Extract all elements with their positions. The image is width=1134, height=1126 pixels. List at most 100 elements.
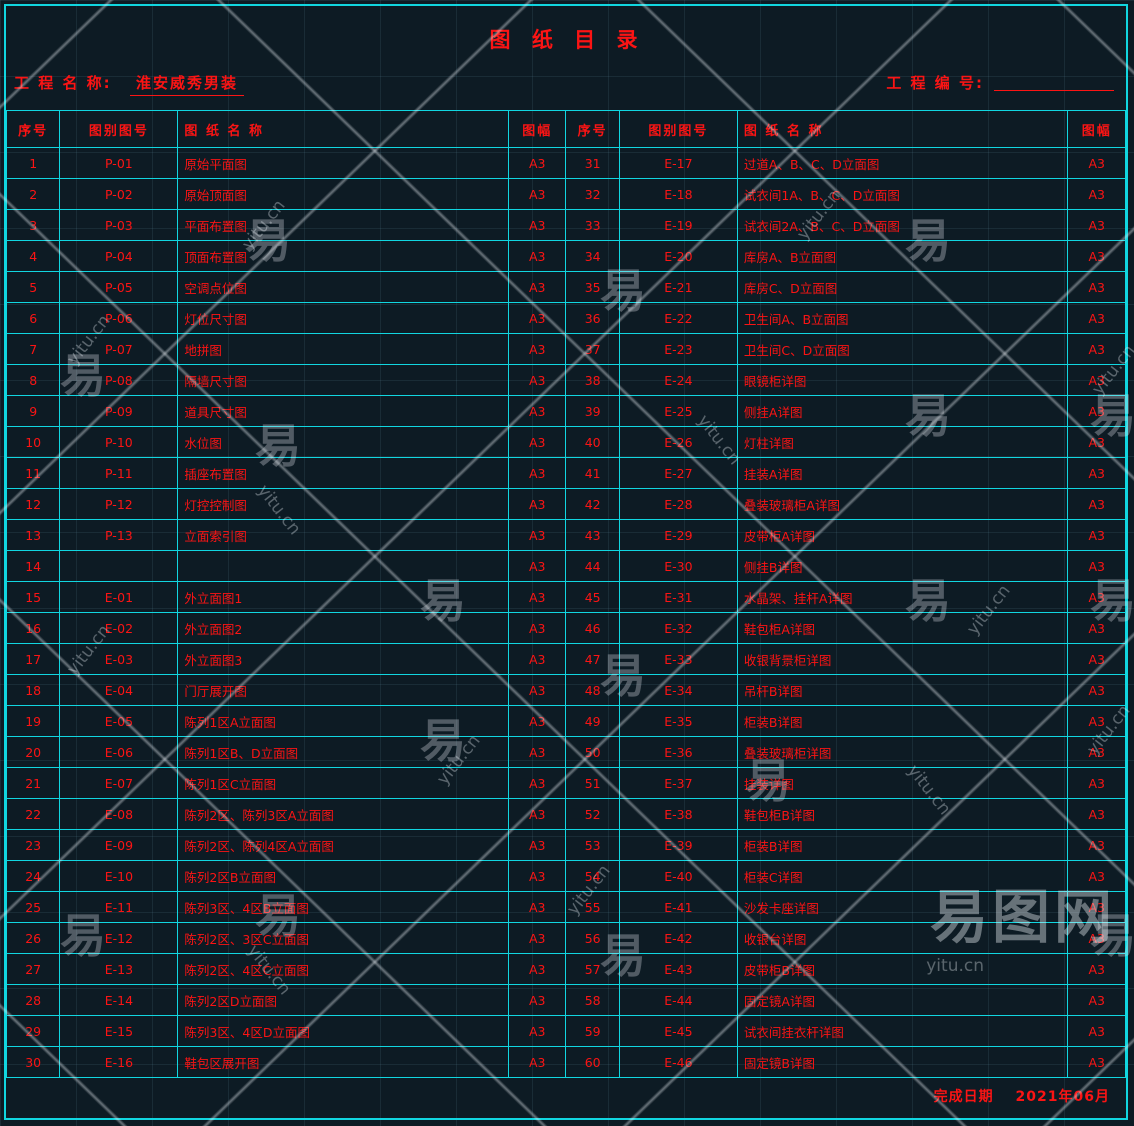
cell-name: 鞋包柜A详图	[736, 612, 1069, 644]
table-row[interactable]: 30 E-16 鞋包区展开图 A3 60 E-46 固定镜B详图 A3	[5, 1046, 1126, 1078]
cell-size: A3	[507, 829, 567, 861]
cell-size: A3	[1067, 705, 1126, 737]
cell-name: 道具尺寸图	[177, 395, 509, 427]
cell-name: 灯位尺寸图	[177, 302, 509, 334]
cell-size: A3	[1067, 488, 1126, 520]
table-row[interactable]: 27 E-13 陈列2区、4区C立面图 A3 57 E-43 皮带柜B详图 A3	[5, 953, 1126, 985]
cell-name: 外立面图3	[177, 643, 509, 675]
cell-name: 外立面图2	[177, 612, 509, 644]
cell-code: E-38	[618, 798, 738, 830]
table-row[interactable]: 9 P-09 道具尺寸图 A3 39 E-25 侧挂A详图 A3	[5, 395, 1126, 427]
table-row[interactable]: 3 P-03 平面布置图 A3 33 E-19 试衣间2A、B、C、D立面图 A3	[5, 209, 1126, 241]
cell-code: E-44	[618, 984, 738, 1016]
header-name-right: 图 纸 名 称	[736, 110, 1069, 148]
cell-code: E-12	[59, 922, 179, 954]
cell-name: 陈列3区、4区B立面图	[177, 891, 509, 923]
cell-size: A3	[507, 581, 567, 613]
table-row[interactable]: 17 E-03 外立面图3 A3 47 E-33 收银背景柜详图 A3	[5, 643, 1126, 675]
table-row[interactable]: 5 P-05 空调点位图 A3 35 E-21 库房C、D立面图 A3	[5, 271, 1126, 303]
cell-no: 1	[5, 147, 61, 179]
cell-code: E-01	[59, 581, 179, 613]
table-row[interactable]: 6 P-06 灯位尺寸图 A3 36 E-22 卫生间A、B立面图 A3	[5, 302, 1126, 334]
cell-size: A3	[507, 457, 567, 489]
cell-no: 33	[565, 209, 620, 241]
cell-size: A3	[507, 736, 567, 768]
table-row[interactable]: 4 P-04 顶面布置图 A3 34 E-20 库房A、B立面图 A3	[5, 240, 1126, 272]
cell-code: E-27	[618, 457, 738, 489]
page-title: 图 纸 目 录	[489, 28, 645, 52]
project-name-value: 淮安威秀男装	[130, 72, 245, 96]
completion-date-label: 完成日期	[933, 1089, 994, 1105]
project-name-label: 工 程 名 称:	[14, 74, 112, 92]
cell-size: A3	[1067, 364, 1126, 396]
cell-no: 6	[5, 302, 61, 334]
cell-name: 叠装玻璃柜详图	[736, 736, 1069, 768]
cell-code: P-05	[59, 271, 179, 303]
cell-size: A3	[507, 612, 567, 644]
cell-no: 53	[565, 829, 620, 861]
table-row[interactable]: 23 E-09 陈列2区、陈列4区A立面图 A3 53 E-39 柜装B详图 A3	[5, 829, 1126, 861]
table-row[interactable]: 2 P-02 原始顶面图 A3 32 E-18 试衣间1A、B、C、D立面图 A3	[5, 178, 1126, 210]
cell-code: P-09	[59, 395, 179, 427]
cell-name: 陈列2区D立面图	[177, 984, 509, 1016]
table-row[interactable]: 29 E-15 陈列3区、4区D立面图 A3 59 E-45 试衣间挂衣杆详图 A3	[5, 1015, 1126, 1047]
table-body: 1 P-01 原始平面图 A3 31 E-17 过道A、B、C、D立面图 A3 2 P-02 原始顶…	[5, 147, 1126, 1078]
cell-code: E-04	[59, 674, 179, 706]
cell-size: A3	[1067, 395, 1126, 427]
cell-size: A3	[507, 519, 567, 551]
cell-name: 陈列3区、4区D立面图	[177, 1015, 509, 1047]
cell-code	[59, 550, 179, 582]
cell-name: 灯柱详图	[736, 426, 1069, 458]
table-row[interactable]: 10 P-10 水位图 A3 40 E-26 灯柱详图 A3	[5, 426, 1126, 458]
cell-name: 叠装玻璃柜A详图	[736, 488, 1069, 520]
table-row[interactable]: 13 P-13 立面索引图 A3 43 E-29 皮带柜A详图 A3	[5, 519, 1126, 551]
cell-code: E-40	[618, 860, 738, 892]
cell-size: A3	[1067, 829, 1126, 861]
cell-no: 8	[5, 364, 61, 396]
cell-size: A3	[1067, 984, 1126, 1016]
cell-no: 30	[5, 1046, 61, 1078]
cell-no: 17	[5, 643, 61, 675]
cell-no: 34	[565, 240, 620, 272]
table-row[interactable]: 15 E-01 外立面图1 A3 45 E-31 水晶架、挂杆A详图 A3	[5, 581, 1126, 613]
table-row[interactable]: 19 E-05 陈列1区A立面图 A3 49 E-35 柜装B详图 A3	[5, 705, 1126, 737]
cell-code: P-04	[59, 240, 179, 272]
table-row[interactable]: 24 E-10 陈列2区B立面图 A3 54 E-40 柜装C详图 A3	[5, 860, 1126, 892]
table-row[interactable]: 12 P-12 灯控控制图 A3 42 E-28 叠装玻璃柜A详图 A3	[5, 488, 1126, 520]
table-row[interactable]: 7 P-07 地拼图 A3 37 E-23 卫生间C、D立面图 A3	[5, 333, 1126, 365]
table-row[interactable]: 1 P-01 原始平面图 A3 31 E-17 过道A、B、C、D立面图 A3	[5, 147, 1126, 179]
table-row[interactable]: 14 A3 44 E-30 侧挂B详图 A3	[5, 550, 1126, 582]
cell-size: A3	[507, 860, 567, 892]
cell-no: 52	[565, 798, 620, 830]
table-row[interactable]: 18 E-04 门厅展开图 A3 48 E-34 吊杆B详图 A3	[5, 674, 1126, 706]
cell-code: E-13	[59, 953, 179, 985]
cell-name: 原始平面图	[177, 147, 509, 179]
table-row[interactable]: 25 E-11 陈列3区、4区B立面图 A3 55 E-41 沙发卡座详图 A3	[5, 891, 1126, 923]
cell-no: 38	[565, 364, 620, 396]
table-row[interactable]: 21 E-07 陈列1区C立面图 A3 51 E-37 挂装详图 A3	[5, 767, 1126, 799]
table-row[interactable]: 8 P-08 隔墙尺寸图 A3 38 E-24 眼镜柜详图 A3	[5, 364, 1126, 396]
table-row[interactable]: 28 E-14 陈列2区D立面图 A3 58 E-44 固定镜A详图 A3	[5, 984, 1126, 1016]
cell-code: E-14	[59, 984, 179, 1016]
cell-size: A3	[1067, 333, 1126, 365]
table-row[interactable]: 16 E-02 外立面图2 A3 46 E-32 鞋包柜A详图 A3	[5, 612, 1126, 644]
cell-name: 柜装C详图	[736, 860, 1069, 892]
cell-size: A3	[1067, 240, 1126, 272]
cell-no: 41	[565, 457, 620, 489]
cell-name: 过道A、B、C、D立面图	[736, 147, 1069, 179]
table-row[interactable]: 22 E-08 陈列2区、陈列3区A立面图 A3 52 E-38 鞋包柜B详图 A3	[5, 798, 1126, 830]
cell-no: 10	[5, 426, 61, 458]
cell-no: 21	[5, 767, 61, 799]
table-row[interactable]: 11 P-11 插座布置图 A3 41 E-27 挂装A详图 A3	[5, 457, 1126, 489]
cell-no: 46	[565, 612, 620, 644]
table-row[interactable]: 26 E-12 陈列2区、3区C立面图 A3 56 E-42 收银台详图 A3	[5, 922, 1126, 954]
cell-size: A3	[1067, 302, 1126, 334]
cell-no: 55	[565, 891, 620, 923]
cell-no: 40	[565, 426, 620, 458]
cell-name: 陈列2区B立面图	[177, 860, 509, 892]
completion-date-footer: 完成日期 2021年06月	[934, 1086, 1110, 1106]
table-row[interactable]: 20 E-06 陈列1区B、D立面图 A3 50 E-36 叠装玻璃柜详图 A3	[5, 736, 1126, 768]
cell-code: E-30	[618, 550, 738, 582]
cell-code: E-33	[618, 643, 738, 675]
cell-no: 56	[565, 922, 620, 954]
